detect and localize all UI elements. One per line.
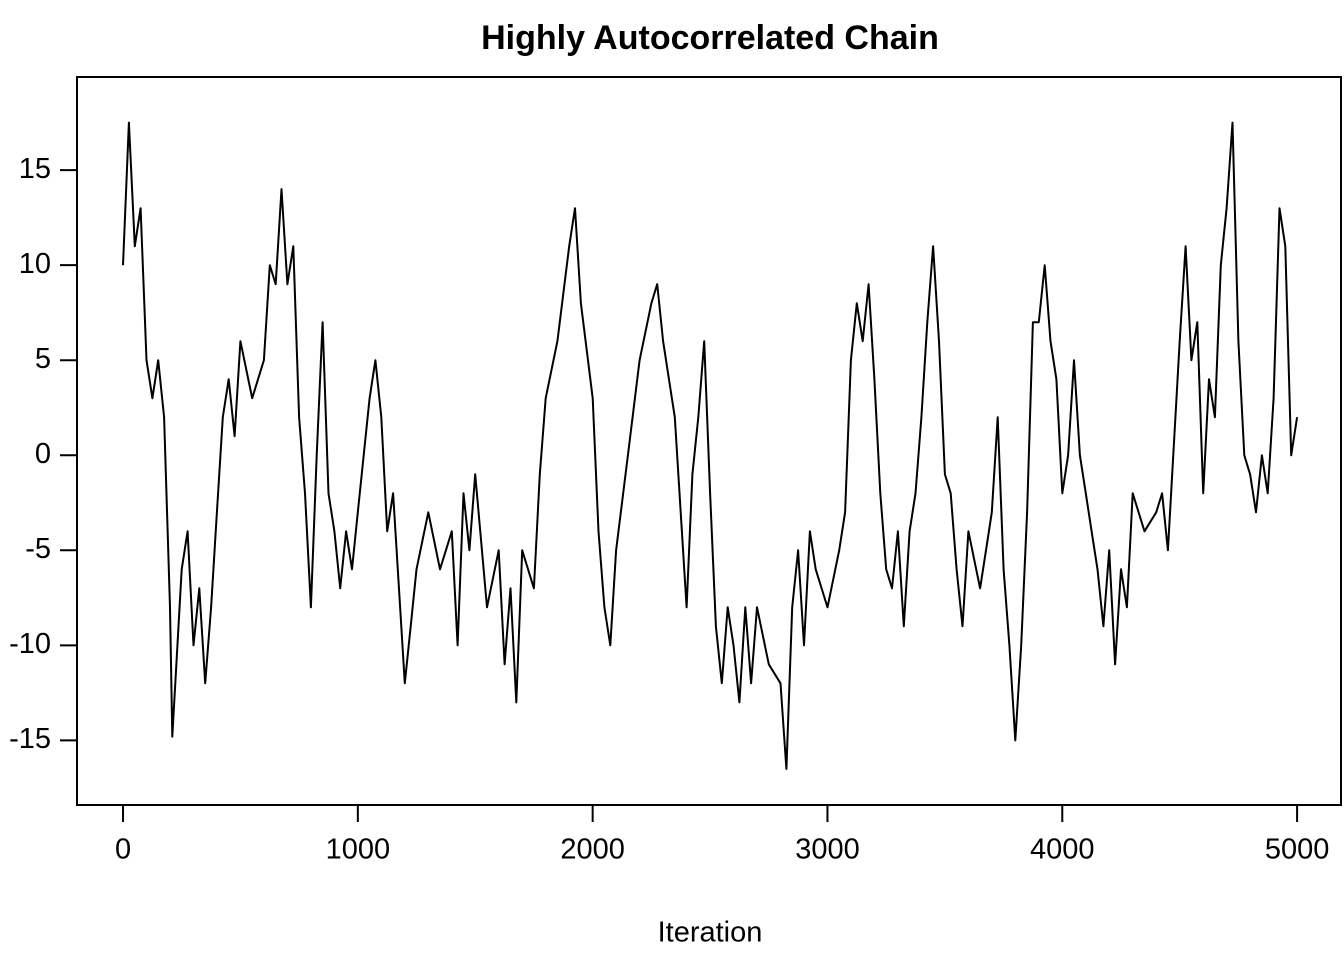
- x-tick-label: 5000: [1265, 834, 1330, 866]
- x-tick-label: 3000: [795, 834, 860, 866]
- y-tick-label: -5: [25, 533, 51, 565]
- x-tick-label: 0: [115, 834, 131, 866]
- y-tick-label: 10: [19, 248, 51, 280]
- x-tick-label: 1000: [326, 834, 391, 866]
- y-tick-label: 5: [35, 343, 51, 375]
- y-tick-label: 0: [35, 438, 51, 470]
- x-tick-label: 2000: [560, 834, 625, 866]
- x-axis-label: Iteration: [658, 917, 763, 949]
- chart-title: Highly Autocorrelated Chain: [481, 19, 939, 57]
- y-tick-label: 15: [19, 153, 51, 185]
- plot-box: [76, 76, 1342, 806]
- y-tick-label: -15: [9, 723, 51, 755]
- y-tick-label: -10: [9, 628, 51, 660]
- data-line: [122, 121, 1299, 770]
- x-tick-label: 4000: [1030, 834, 1095, 866]
